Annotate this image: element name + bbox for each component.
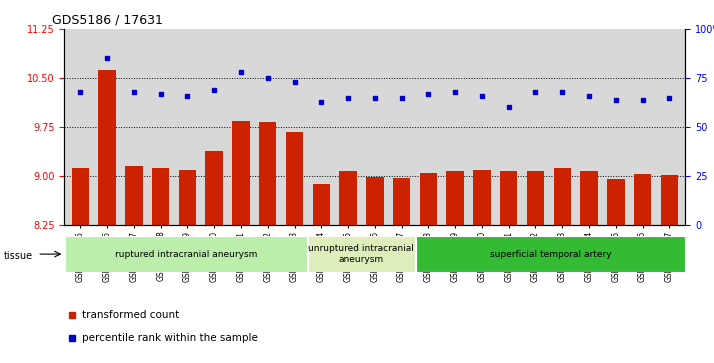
Bar (527, 171, 544, 225)
Bar (500, 171, 518, 225)
Bar (71, 168, 89, 225)
Text: transformed count: transformed count (81, 310, 179, 321)
Bar (308, 236, 415, 272)
Bar (286, 132, 303, 225)
Bar (634, 174, 651, 225)
Bar (178, 170, 196, 225)
Bar (152, 168, 169, 225)
Bar (259, 122, 276, 225)
Bar (580, 171, 598, 225)
Bar (446, 171, 464, 225)
Text: GDS5186 / 17631: GDS5186 / 17631 (52, 13, 163, 26)
Bar (473, 170, 491, 225)
Text: percentile rank within the sample: percentile rank within the sample (81, 333, 258, 343)
Bar (420, 173, 437, 225)
Bar (125, 166, 143, 225)
Bar (660, 175, 678, 225)
Text: tissue: tissue (4, 251, 33, 261)
Bar (393, 178, 411, 225)
Bar (232, 121, 250, 225)
Bar (553, 168, 571, 225)
Text: unruptured intracranial
aneurysm: unruptured intracranial aneurysm (308, 244, 414, 264)
Bar (339, 171, 357, 225)
Bar (416, 236, 685, 272)
Text: ruptured intracranial aneurysm: ruptured intracranial aneurysm (115, 250, 257, 258)
Bar (313, 184, 330, 225)
Bar (206, 151, 223, 225)
Bar (99, 70, 116, 225)
Bar (65, 236, 307, 272)
Bar (607, 179, 625, 225)
Text: superficial temporal artery: superficial temporal artery (490, 250, 611, 258)
Bar (366, 178, 383, 225)
